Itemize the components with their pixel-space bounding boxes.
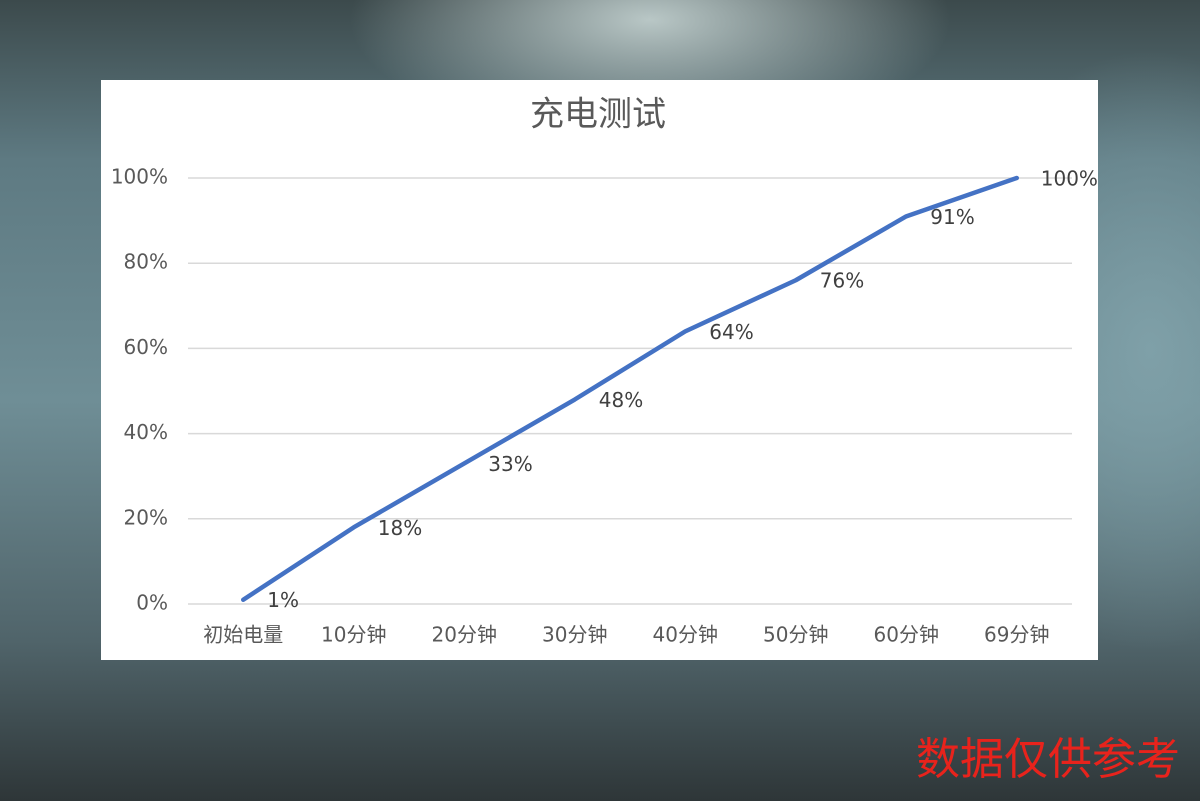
data-line (241, 175, 1019, 602)
x-tick-label: 20分钟 (432, 623, 497, 647)
data-label: 1% (267, 588, 299, 612)
x-tick-label: 30分钟 (542, 623, 607, 647)
data-label: 91% (930, 205, 974, 229)
x-tick-label: 69分钟 (984, 623, 1049, 647)
y-tick-label: 100% (111, 165, 168, 189)
x-tick-label: 60分钟 (874, 623, 939, 647)
data-label: 18% (378, 516, 422, 540)
x-tick-label: 40分钟 (653, 623, 718, 647)
y-tick-label: 0% (136, 591, 168, 615)
x-tick-label: 10分钟 (321, 623, 386, 647)
data-label: 33% (488, 452, 532, 476)
x-tick-label: 初始电量 (203, 623, 283, 647)
y-tick-label: 80% (124, 250, 168, 274)
y-tick-label: 40% (124, 420, 168, 444)
chart-title: 充电测试 (530, 95, 666, 135)
y-tick-label: 60% (124, 335, 168, 359)
data-label: 100% (1041, 167, 1098, 191)
y-tick-label: 20% (124, 505, 168, 529)
watermark: 数据仅供参考 (916, 734, 1180, 785)
data-label: 64% (709, 320, 753, 344)
data-label: 48% (599, 388, 643, 412)
x-tick-label: 50分钟 (763, 623, 828, 647)
chart-panel (101, 80, 1098, 660)
data-label: 76% (820, 269, 864, 293)
